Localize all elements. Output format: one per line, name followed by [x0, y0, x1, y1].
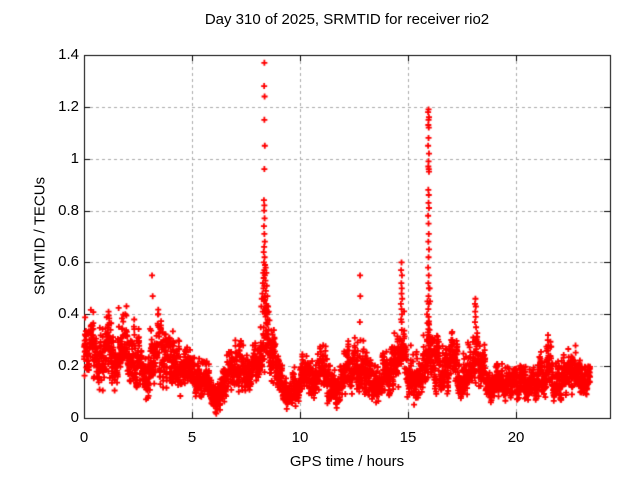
chart-title: Day 310 of 2025, SRMTID for receiver rio… — [204, 11, 490, 28]
y-tick-label: 1.4 — [58, 46, 79, 63]
y-tick-label: 1.2 — [58, 97, 79, 115]
x-tick-label: 20 — [507, 429, 525, 446]
y-axis-label: SRMTID / TECUs — [31, 176, 49, 296]
x-tick-label: 0 — [79, 429, 89, 446]
y-tick-label: 0.4 — [58, 305, 79, 323]
y-tick-label: 0.8 — [58, 201, 79, 219]
y-tick-label: 1 — [70, 149, 79, 167]
x-tick-label: 15 — [399, 429, 417, 446]
y-tick-label: 0 — [70, 409, 79, 426]
x-tick-label: 10 — [291, 429, 309, 446]
y-tick-label: 0.2 — [58, 357, 79, 375]
y-tick-label: 0.6 — [58, 253, 79, 271]
x-tick-label: 5 — [187, 429, 197, 446]
x-axis-label: GPS time / hours — [289, 453, 405, 470]
